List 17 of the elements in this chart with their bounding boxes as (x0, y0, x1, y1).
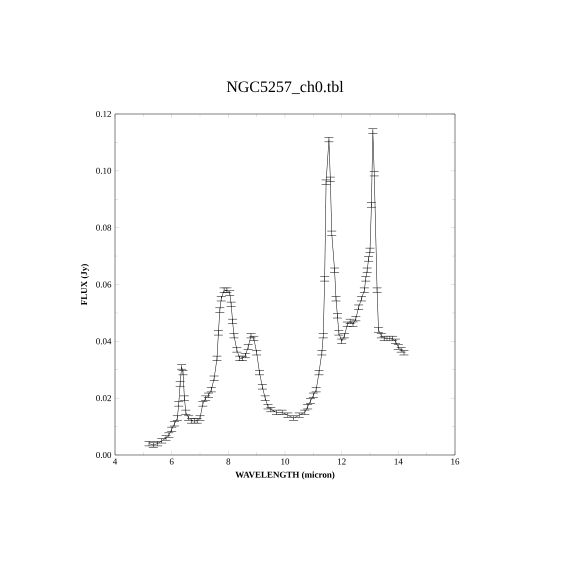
y-tick-label: 0.06 (96, 281, 112, 288)
y-tick-label: 0.10 (96, 168, 112, 174)
x-tick-label: 10 (281, 458, 290, 465)
x-tick-label: 12 (338, 458, 346, 464)
y-tick-label: 0.02 (96, 395, 111, 402)
y-tick-label: 0.12 (96, 110, 111, 118)
x-tick-label: 6 (170, 458, 174, 465)
x-tick-label: 14 (394, 458, 403, 464)
x-tick-label: 4 (112, 458, 118, 464)
x-axis-title: WAVELENGTH (micron) (235, 471, 334, 480)
y-tick-label: 0.08 (96, 224, 112, 231)
x-tick-label: 16 (451, 458, 460, 465)
y-axis-title: FLUX (Jy) (80, 264, 89, 306)
x-tick-label: 8 (226, 458, 230, 465)
y-tick-label: 0.04 (96, 338, 112, 344)
chart-title: NGC5257_ch0.tbl (226, 80, 344, 94)
y-tick-label: 0.00 (96, 452, 112, 458)
